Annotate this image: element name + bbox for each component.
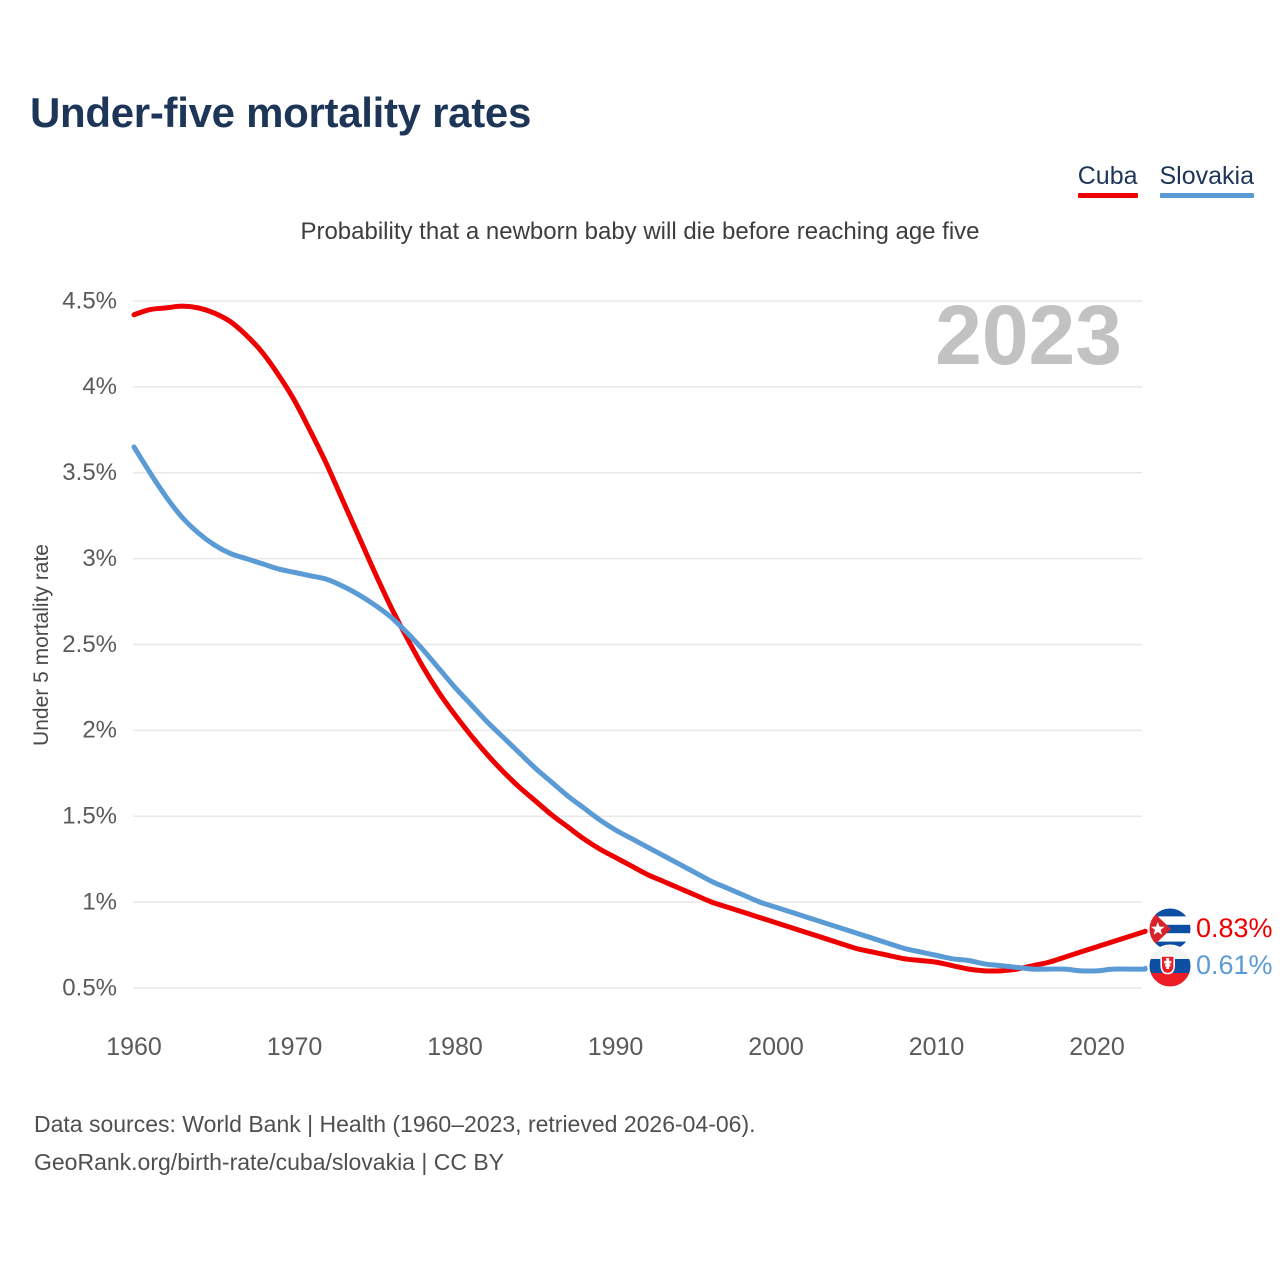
y-tick-label: 4.5% (62, 287, 117, 314)
x-tick-label: 2000 (748, 1033, 804, 1060)
y-tick-label: 1% (82, 888, 117, 915)
x-tick-label: 2020 (1069, 1033, 1125, 1060)
series-line-slovakia (131, 444, 1148, 974)
cuba-flag-icon (1148, 907, 1192, 951)
x-axis-ticks: 1960 1970 1980 1990 2000 2010 2020 (106, 1033, 1125, 1060)
y-tick-label: 1.5% (62, 803, 117, 830)
end-label-slovakia: 0.61% (1143, 944, 1273, 988)
end-label-connector (1143, 965, 1148, 970)
x-tick-label: 1980 (427, 1033, 483, 1060)
chart-legend: Cuba Slovakia (1077, 162, 1255, 198)
x-tick-label: 2010 (909, 1033, 965, 1060)
y-tick-label: 2% (82, 717, 117, 744)
series-lines (131, 303, 1148, 974)
footer-line-sources: Data sources: World Bank | Health (1960–… (34, 1111, 756, 1137)
y-axis-ticks: 0.5% 1% 1.5% 2% 2.5% 3% 3.5% 4% 4.5% (62, 287, 117, 1001)
gridlines (133, 300, 1142, 989)
y-tick-label: 3% (82, 545, 117, 572)
end-point-labels: 0.83% 0.61% (1143, 907, 1273, 988)
legend-swatch-slovakia (1159, 193, 1254, 198)
legend-swatch-cuba (1077, 193, 1138, 198)
series-line-cuba (131, 303, 1148, 974)
legend-item-cuba[interactable]: Cuba (1077, 162, 1138, 198)
legend-label-slovakia: Slovakia (1159, 162, 1255, 190)
year-watermark: 2023 (935, 288, 1122, 382)
slovakia-flag-icon (1148, 944, 1192, 988)
x-tick-label: 1970 (267, 1033, 323, 1060)
x-tick-label: 1960 (106, 1033, 162, 1060)
end-label-value: 0.61% (1196, 950, 1273, 980)
chart-subtitle: Probability that a newborn baby will die… (300, 218, 980, 245)
footer-credits: Data sources: World Bank | Health (1960–… (34, 1105, 756, 1181)
y-tick-label: 2.5% (62, 631, 117, 658)
y-tick-label: 4% (82, 373, 117, 400)
x-tick-label: 1990 (588, 1033, 644, 1060)
end-label-cuba: 0.83% (1143, 907, 1273, 951)
end-label-value: 0.83% (1196, 913, 1273, 943)
y-tick-label: 3.5% (62, 459, 117, 486)
legend-item-slovakia[interactable]: Slovakia (1159, 162, 1255, 198)
y-axis-title: Under 5 mortality rate (30, 544, 53, 746)
legend-label-cuba: Cuba (1077, 162, 1138, 190)
page-title: Under-five mortality rates (30, 89, 532, 136)
end-label-connector (1143, 928, 1148, 932)
footer-line-license: GeoRank.org/birth-rate/cuba/slovakia | C… (34, 1149, 505, 1175)
y-tick-label: 0.5% (62, 974, 117, 1001)
line-chart: 0.5% 1% 1.5% 2% 2.5% 3% 3.5% 4% 4.5% 1960 1970 198… (30, 287, 1273, 1060)
